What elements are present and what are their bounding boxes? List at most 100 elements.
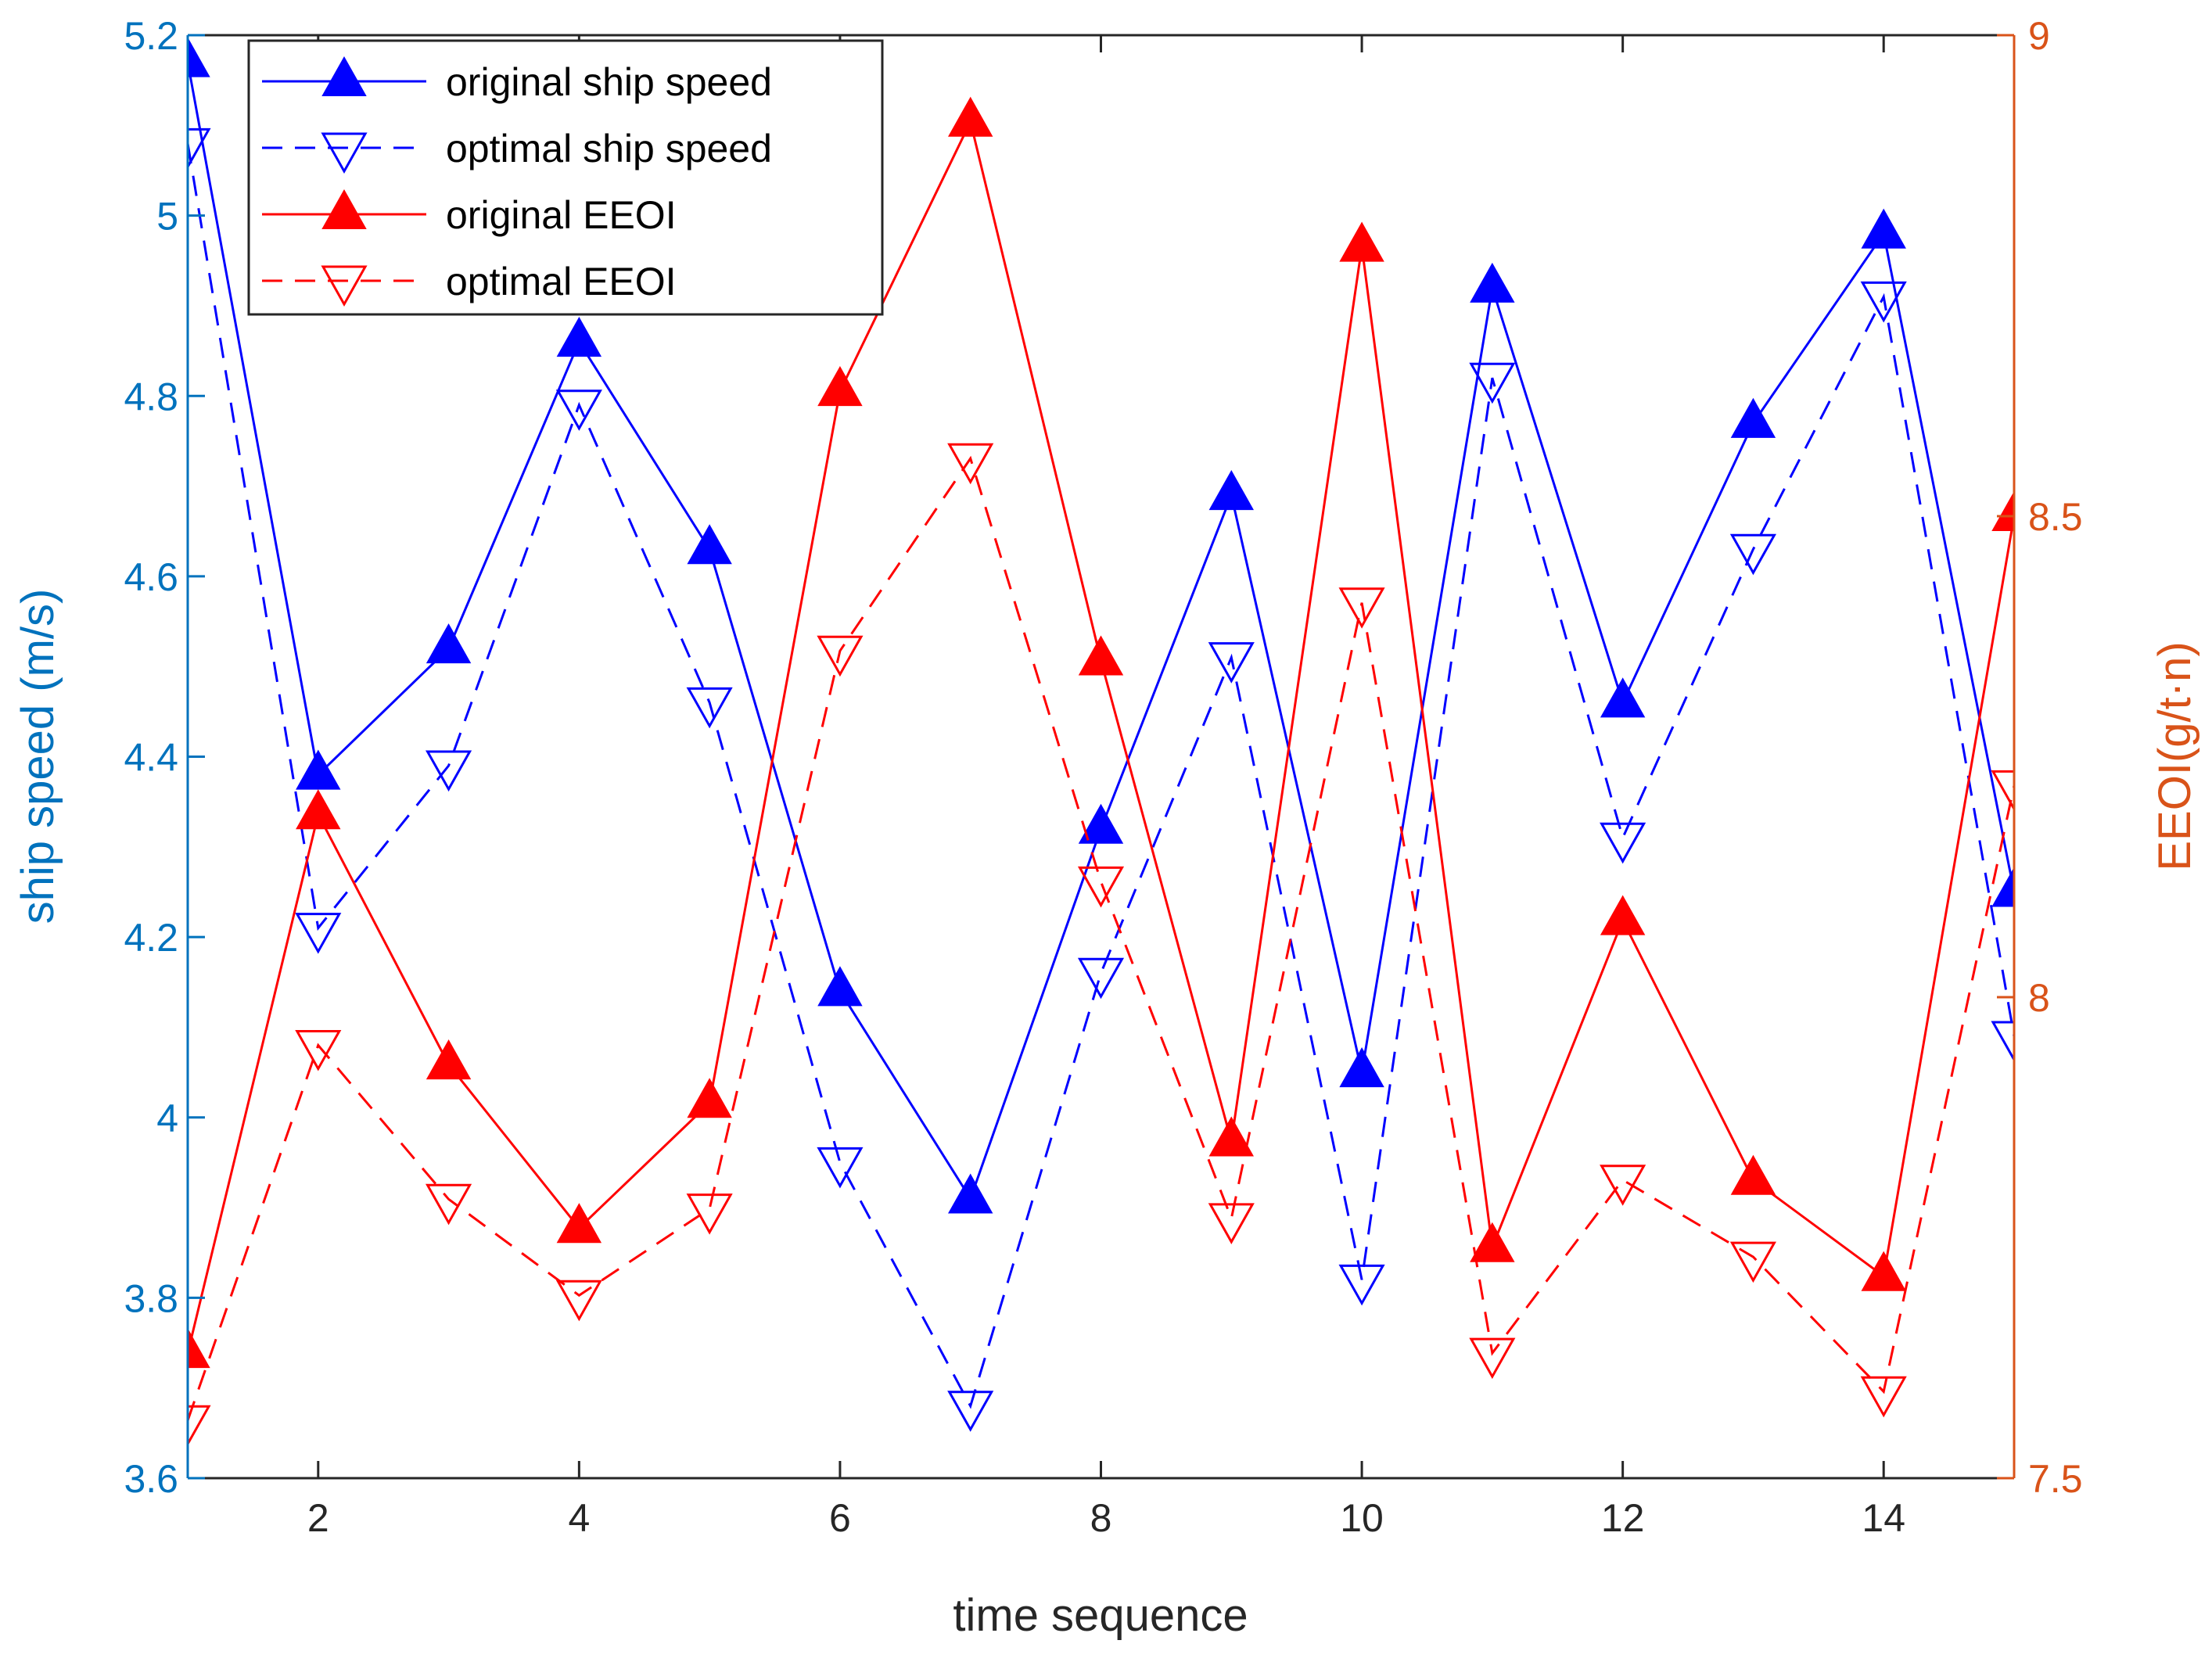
data-point-optimal-eeoi (1077, 866, 1125, 908)
legend-marker-original-ship-speed (321, 56, 367, 96)
data-point-optimal-ship-speed (188, 127, 211, 170)
data-point-original-ship-speed (948, 1173, 993, 1214)
legend-marker-optimal-ship-speed (321, 132, 368, 174)
data-point-original-eeoi (1208, 1116, 1254, 1157)
data-point-original-eeoi (1730, 1154, 1776, 1195)
left-y-tick-label: 3.6 (124, 1457, 178, 1501)
left-y-tick-label: 5 (156, 195, 178, 239)
legend-marker-original-eeoi (321, 188, 367, 229)
data-point-original-eeoi (1600, 895, 1646, 935)
data-point-original-ship-speed (426, 623, 472, 664)
data-point-original-ship-speed (817, 966, 863, 1007)
left-y-tick-label: 4.8 (124, 375, 178, 418)
legend-marker-optimal-eeoi (321, 265, 368, 307)
series-optimal-ship-speed (188, 127, 2014, 1432)
data-point-optimal-eeoi (686, 1193, 733, 1235)
data-point-original-ship-speed (1208, 470, 1254, 511)
right-y-tick-label: 8 (2028, 976, 2050, 1020)
series-original-eeoi (188, 96, 2014, 1369)
data-point-original-eeoi (188, 1328, 210, 1369)
left-y-tick-label: 4.2 (124, 916, 178, 960)
data-point-original-ship-speed (556, 317, 602, 357)
x-tick-label: 4 (568, 1496, 590, 1540)
data-point-optimal-ship-speed (1469, 362, 1516, 404)
legend: original ship speed optimal ship speed ori… (247, 39, 884, 316)
legend-items: original ship speed optimal ship speed ori… (262, 56, 772, 307)
data-point-optimal-ship-speed (686, 687, 733, 729)
data-point-original-eeoi (1078, 635, 1124, 676)
x-tick-label: 10 (1340, 1496, 1384, 1540)
data-point-original-ship-speed (1078, 803, 1124, 844)
left-y-tick-label: 4 (156, 1097, 178, 1140)
series-original-ship-speed (188, 37, 2014, 1214)
data-point-original-eeoi (426, 1039, 472, 1080)
data-point-original-eeoi (687, 1078, 732, 1118)
data-point-original-eeoi (1991, 490, 2014, 531)
right-y-tick-label: 8.5 (2028, 495, 2083, 539)
legend-label-original-ship-speed: original ship speed (446, 60, 772, 104)
data-point-original-eeoi (817, 366, 863, 407)
data-point-optimal-ship-speed (295, 913, 342, 954)
data-point-optimal-ship-speed (1077, 957, 1125, 1000)
x-axis-title: time sequence (953, 1590, 1248, 1641)
data-point-optimal-ship-speed (1991, 1021, 2014, 1063)
series-layer (188, 37, 2014, 1447)
data-point-original-ship-speed (296, 749, 341, 790)
series-line-optimal-ship-speed (188, 143, 2014, 1409)
data-point-optimal-eeoi (947, 443, 994, 485)
x-tick-label: 12 (1601, 1496, 1645, 1540)
data-point-optimal-eeoi (1729, 1241, 1776, 1283)
data-point-original-ship-speed (188, 37, 210, 77)
data-point-optimal-eeoi (1991, 770, 2014, 812)
data-point-optimal-ship-speed (1729, 533, 1776, 576)
data-point-original-eeoi (1861, 1251, 1906, 1291)
data-point-original-ship-speed (1861, 208, 1906, 249)
left-y-tick-label: 4.6 (124, 555, 178, 599)
left-y-tick-label: 4.4 (124, 736, 178, 780)
data-point-optimal-ship-speed (1860, 281, 1907, 323)
data-point-optimal-ship-speed (817, 1147, 864, 1189)
legend-label-optimal-eeoi: optimal EEOI (446, 260, 677, 303)
data-point-original-ship-speed (1600, 677, 1646, 718)
data-point-optimal-eeoi (555, 1280, 602, 1322)
left-y-tick-label: 5.2 (124, 14, 178, 58)
ticks-layer: 2 4 6 8 10 12 14 3.6 3.8 4 4.2 4.4 4.6 4.8 5 5.2 7.5 8 8.5… (124, 14, 2082, 1540)
data-point-original-eeoi (296, 789, 341, 830)
data-point-optimal-eeoi (1338, 587, 1385, 629)
data-point-original-ship-speed (1991, 867, 2014, 907)
data-point-optimal-ship-speed (426, 750, 472, 792)
left-y-tick-label: 3.8 (124, 1276, 178, 1320)
data-point-optimal-eeoi (817, 635, 864, 677)
legend-box (247, 39, 884, 316)
data-point-optimal-eeoi (1860, 1376, 1907, 1418)
data-point-optimal-eeoi (188, 1405, 211, 1447)
series-optimal-eeoi (188, 443, 2014, 1447)
right-y-axis-title: EEOI(g/t·n) (2149, 641, 2200, 870)
data-point-optimal-eeoi (1208, 1203, 1255, 1244)
data-point-optimal-eeoi (295, 1030, 342, 1071)
data-point-original-ship-speed (1470, 262, 1515, 303)
data-point-optimal-eeoi (1469, 1337, 1516, 1380)
data-point-optimal-ship-speed (947, 1391, 994, 1432)
data-point-original-eeoi (948, 96, 993, 137)
data-point-optimal-eeoi (426, 1183, 472, 1226)
x-tick-label: 2 (307, 1496, 329, 1540)
data-point-optimal-ship-speed (1600, 822, 1646, 864)
right-y-tick-label: 9 (2028, 14, 2050, 58)
data-point-original-eeoi (556, 1203, 602, 1244)
right-y-tick-label: 7.5 (2028, 1457, 2083, 1501)
data-point-original-ship-speed (1339, 1047, 1384, 1088)
x-tick-label: 8 (1090, 1496, 1112, 1540)
left-y-axis-title: ship speed (m/s) (13, 589, 63, 924)
data-point-optimal-ship-speed (1208, 642, 1255, 684)
data-point-optimal-ship-speed (1338, 1264, 1385, 1306)
data-point-original-ship-speed (1730, 397, 1776, 438)
x-tick-label: 6 (829, 1496, 851, 1540)
data-point-original-eeoi (1339, 221, 1384, 262)
data-point-optimal-eeoi (1600, 1165, 1646, 1206)
legend-label-original-eeoi: original EEOI (446, 193, 677, 237)
data-point-original-ship-speed (687, 524, 732, 565)
legend-label-optimal-ship-speed: optimal ship speed (446, 127, 772, 170)
data-point-original-eeoi (1470, 1222, 1515, 1262)
